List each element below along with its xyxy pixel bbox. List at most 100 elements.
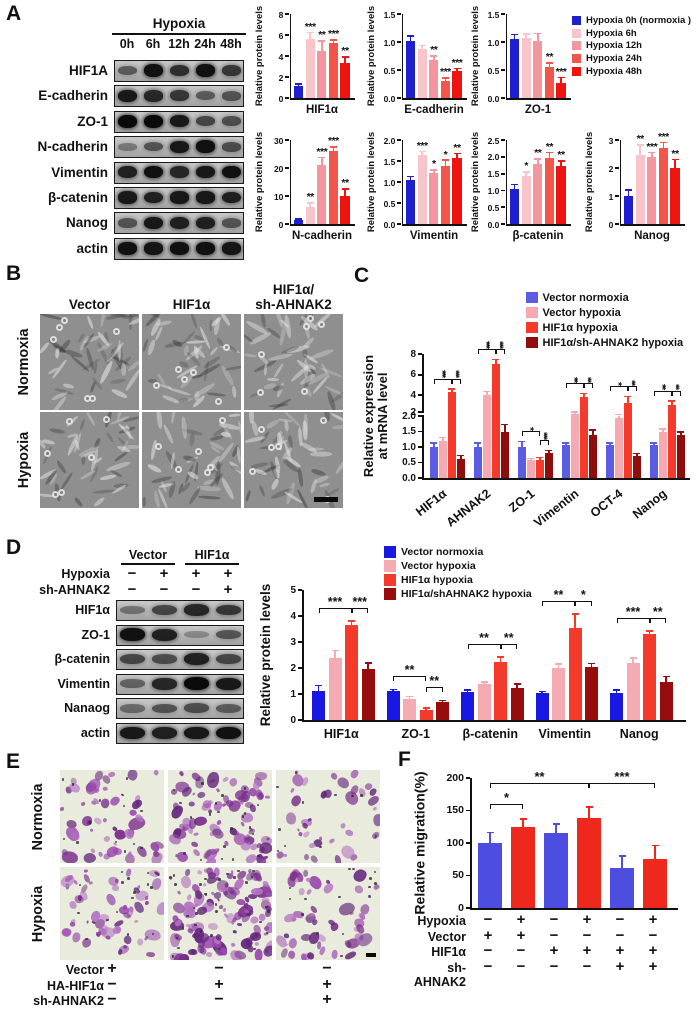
legend-label: Vector normoxia	[401, 546, 484, 558]
error-cap	[439, 436, 447, 439]
stained-cell	[90, 828, 94, 833]
stained-cell	[190, 841, 199, 849]
stained-dot	[78, 883, 82, 887]
bar	[643, 634, 656, 720]
stained-dot	[215, 910, 218, 913]
bar	[510, 188, 520, 224]
y-tick-label: 8	[410, 348, 416, 360]
error-cap	[555, 663, 562, 665]
matrix-symbol: +	[214, 975, 224, 993]
blot-header: Hypoxia	[152, 16, 206, 31]
bar	[677, 435, 685, 478]
stained-cell	[82, 851, 97, 863]
blot-band	[195, 91, 215, 101]
stained-cell	[125, 867, 133, 877]
y-tick-label: 2.5	[487, 135, 500, 146]
round-cell	[268, 443, 276, 451]
y-tick	[501, 172, 506, 175]
cell-shape	[263, 362, 268, 377]
y-tick-label: 1.5	[487, 169, 500, 180]
blot-band	[117, 65, 137, 76]
stained-dot	[348, 867, 351, 871]
legend-item: Vector hypoxia	[526, 305, 621, 320]
bar	[478, 843, 502, 908]
sig-stars: **	[479, 630, 489, 645]
error-cap	[497, 656, 504, 658]
stained-dot	[245, 881, 248, 884]
x-category-label: ZO-1	[401, 727, 430, 741]
matrix-symbol: −	[615, 911, 625, 928]
y-axis-label: Relative protein levels	[583, 131, 595, 233]
cell-shape	[190, 314, 199, 329]
error-cap	[538, 690, 546, 693]
matrix-symbol: +	[516, 911, 526, 928]
sig-stars: ***	[658, 130, 669, 143]
y-tick	[501, 189, 506, 192]
error-bar	[309, 33, 311, 40]
y-tick	[285, 167, 290, 169]
error-cap	[511, 183, 519, 186]
blot-band	[183, 726, 209, 740]
bar	[589, 434, 597, 478]
legend-label: Hypoxia 24h	[586, 53, 642, 65]
stained-cell	[191, 848, 202, 858]
sig-stars: **	[545, 140, 554, 153]
stained-dot	[172, 788, 176, 792]
stained-cell	[202, 882, 208, 887]
y-tick	[466, 777, 470, 779]
stained-dot	[150, 886, 153, 889]
error-bar	[297, 84, 300, 87]
sig-bracket	[565, 383, 584, 389]
error-cap	[625, 189, 633, 191]
error-cap	[522, 171, 530, 173]
error-cap	[519, 818, 527, 820]
matrix-symbol: −	[107, 991, 117, 1008]
y-tick	[418, 373, 422, 376]
error-cap	[331, 649, 339, 652]
stained-dot	[131, 896, 134, 900]
error-cap	[552, 823, 560, 825]
matrix-symbol: −	[214, 991, 224, 1008]
stained-dot	[171, 955, 175, 958]
blot-strip	[114, 161, 244, 184]
stained-dot	[62, 837, 65, 840]
blot-band	[215, 726, 241, 740]
stained-dot	[360, 794, 363, 797]
matrix-symbol: +	[549, 942, 559, 959]
plot-area: 0 1 2 3 ** *** *** **	[609, 131, 685, 230]
y-tick-label: 0.0	[487, 219, 500, 230]
y-tick-label: 50	[452, 869, 464, 881]
bar	[545, 452, 553, 478]
sig-stars: **	[341, 45, 349, 58]
error-bar	[590, 664, 593, 668]
error-bar	[541, 692, 543, 694]
error-cap	[407, 175, 415, 178]
lane-label: 6h	[145, 37, 161, 51]
sig-bracket	[583, 383, 593, 389]
cell-shape	[146, 338, 157, 356]
y-tick	[397, 202, 402, 204]
stained-cell	[254, 940, 260, 947]
sig-stars: **	[429, 674, 440, 689]
bar	[568, 627, 582, 720]
sig-stars: ***	[440, 66, 451, 79]
chart-title: Nanog	[634, 230, 670, 242]
error-bar	[466, 690, 469, 693]
stained-dot	[189, 816, 193, 819]
stained-dot	[192, 906, 196, 910]
y-tick	[397, 69, 402, 71]
panel-a-chart-hif1a: 0 2 4 6 8 *** ** *** ** Relative protein levels HI…	[250, 2, 362, 128]
y-tick	[418, 353, 422, 355]
error-bar	[674, 160, 676, 168]
bar	[552, 668, 565, 720]
cell-shape	[303, 358, 309, 379]
error-cap	[671, 158, 679, 161]
cell-shape	[73, 496, 84, 508]
error-bar	[513, 185, 516, 189]
sig-bracket	[451, 378, 461, 384]
error-bar	[627, 190, 630, 196]
sig-stars: ***	[625, 604, 641, 619]
round-cell	[203, 468, 211, 476]
cell-shape	[272, 362, 285, 379]
error-bar	[441, 701, 444, 703]
